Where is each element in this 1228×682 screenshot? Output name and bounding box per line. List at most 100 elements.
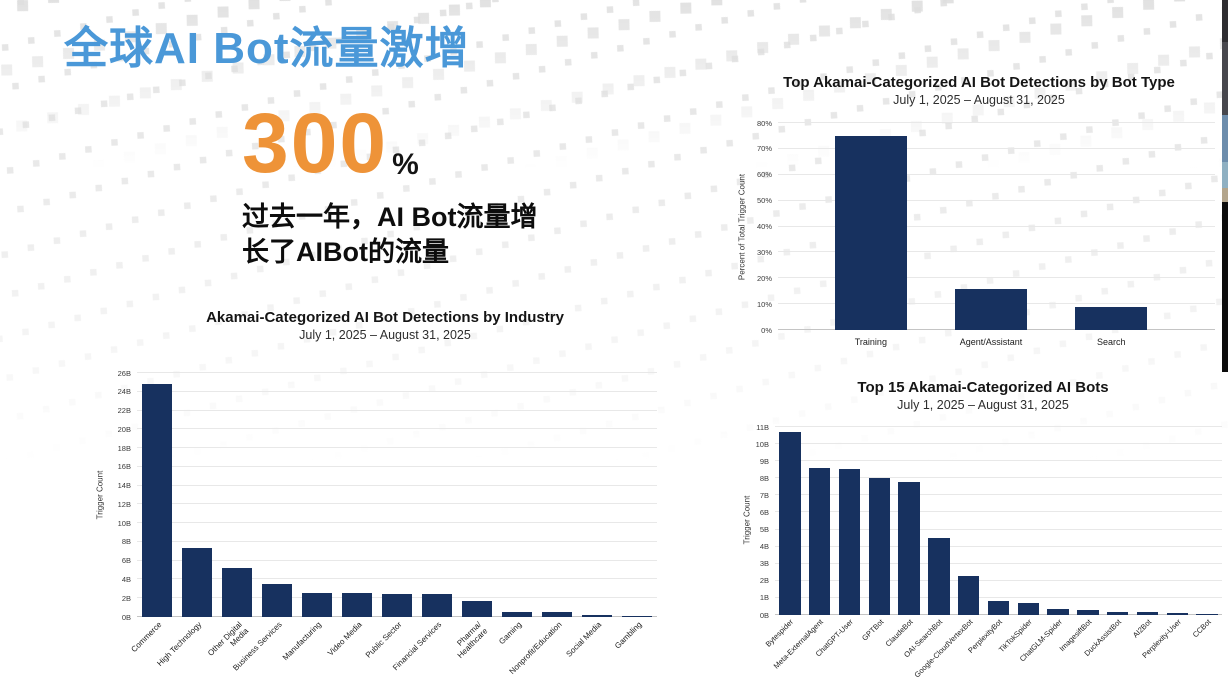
x-axis-labels: Commerce High Technology Other Digital Med…	[129, 617, 657, 682]
x-tick-label: Commerce	[129, 620, 164, 655]
bar-google-cloudvertexbot	[957, 575, 980, 615]
bar-cell	[835, 427, 865, 615]
gridline	[775, 426, 1222, 427]
x-axis-labels: Bytespider Meta-ExternalAgent ChatGPT-User…	[764, 615, 1222, 682]
bars-group	[811, 123, 1172, 330]
gridline	[775, 562, 1222, 564]
y-tick-label: 12B	[117, 499, 131, 509]
x-label-cell: Pharma/ Healthcare	[456, 617, 497, 682]
gridline	[778, 122, 1215, 123]
stat-value: 300	[242, 96, 389, 190]
gridline	[137, 484, 657, 486]
y-tick-label: 4B	[759, 541, 769, 551]
gridline	[775, 528, 1222, 530]
stat-description-line1: 过去一年，AI Bot流量增	[242, 202, 538, 232]
x-label-cell: CCBot	[1190, 615, 1222, 682]
gridline	[775, 494, 1222, 496]
top-bots-chart: Top 15 Akamai-Categorized AI Bots July 1…	[738, 373, 1228, 682]
x-label-cell: Social Media	[565, 617, 617, 682]
bar-bytespider	[779, 432, 801, 615]
chart-subtitle: July 1, 2025 – August 31, 2025	[893, 93, 1065, 107]
bar-cell	[1043, 427, 1073, 615]
gridline	[775, 477, 1222, 479]
gridline	[775, 545, 1222, 547]
stat-description: 过去一年，AI Bot流量增 长了AIBot的流量	[242, 200, 537, 270]
bar-commerce	[142, 384, 172, 617]
bar-high-technology	[182, 547, 212, 617]
y-tick-label: 16B	[117, 462, 131, 472]
bars-group	[137, 373, 657, 617]
bar-cell	[177, 373, 217, 617]
bar-cell	[577, 373, 617, 617]
bar-business-services	[262, 584, 292, 617]
gridline	[137, 540, 657, 542]
bar-oai-searchbot	[928, 538, 950, 615]
y-tick-label: 0B	[121, 612, 131, 622]
x-label-cell: Training	[811, 330, 931, 402]
gridline	[137, 390, 657, 392]
sliver-segment	[1222, 162, 1228, 188]
bar-duckassistbot	[1106, 612, 1129, 615]
y-tick-label: 5B	[759, 524, 769, 534]
bar-cell	[811, 123, 931, 330]
bar-tiktokspider	[1017, 603, 1039, 615]
y-tick-label: 1B	[759, 593, 769, 603]
y-tick-label: 40%	[756, 221, 772, 231]
bar-gambling	[622, 615, 652, 617]
bar-gptbot	[868, 478, 891, 615]
y-tick-label: 9B	[759, 456, 769, 466]
y-tick-label: 0B	[759, 610, 769, 620]
y-tick-label: 50%	[756, 195, 772, 205]
x-tick-label: AI2Bot	[1130, 617, 1154, 640]
x-tick-label: Gaming	[497, 620, 524, 647]
y-tick-label: 26B	[117, 368, 131, 378]
bar-gaming	[502, 612, 532, 617]
bot-type-chart: Top Akamai-Categorized AI Bot Detections…	[733, 68, 1225, 368]
bar-other-digital-media	[222, 568, 252, 617]
bar-cell	[297, 373, 337, 617]
y-tick-label: 0%	[761, 325, 772, 335]
bar-cell	[337, 373, 377, 617]
gridline	[137, 578, 657, 580]
y-tick-label: 11B	[756, 422, 769, 432]
y-axis-label: Trigger Count	[95, 470, 105, 520]
chart-subtitle: July 1, 2025 – August 31, 2025	[897, 398, 1069, 412]
y-tick-label: 70%	[756, 144, 772, 154]
gridline	[137, 503, 657, 505]
bar-cell	[924, 427, 954, 615]
y-tick-label: 18B	[117, 443, 131, 453]
sliver-segment	[1222, 115, 1228, 162]
y-axis-label: Percent of Total Trigger Count	[737, 173, 747, 281]
page-title: 全球AI Bot流量激增	[64, 24, 470, 73]
x-axis-labels: Training Agent/Assistant Search	[811, 330, 1172, 402]
sliver-segment	[1222, 202, 1228, 372]
bar-cell	[805, 427, 835, 615]
bar-cell	[137, 373, 177, 617]
bar-chatgpt-user	[838, 468, 861, 615]
x-tick-label: CCBot	[1190, 617, 1213, 640]
x-tick-label: GPTBot	[859, 617, 885, 643]
plot-area: 0% 10% 20% 30% 40% 50% 60% 70% 80% Training Agent/…	[757, 119, 1215, 347]
bar-search	[1075, 306, 1148, 330]
bar-cell	[1073, 427, 1103, 615]
bar-public-sector	[382, 593, 412, 617]
gridline	[775, 579, 1222, 581]
gridline	[137, 522, 657, 524]
x-label-cell: Gambling	[613, 617, 657, 682]
gridline	[137, 409, 657, 411]
gridline	[778, 277, 1215, 279]
background-window-sliver	[1222, 0, 1228, 372]
bar-chatglm-spider	[1047, 609, 1069, 615]
sliver-segment	[1222, 0, 1228, 42]
sliver-segment	[1222, 42, 1228, 115]
y-tick-label: 6B	[121, 555, 131, 565]
gridline	[778, 173, 1215, 175]
y-tick-label: 2B	[759, 576, 769, 586]
y-tick-label: 6B	[759, 507, 769, 517]
bar-financial-services	[422, 594, 452, 617]
y-tick-label: 14B	[117, 480, 131, 490]
gridline	[137, 559, 657, 561]
bar-manufacturing	[302, 592, 332, 617]
chart-title: Akamai-Categorized AI Bot Detections by …	[206, 309, 564, 326]
